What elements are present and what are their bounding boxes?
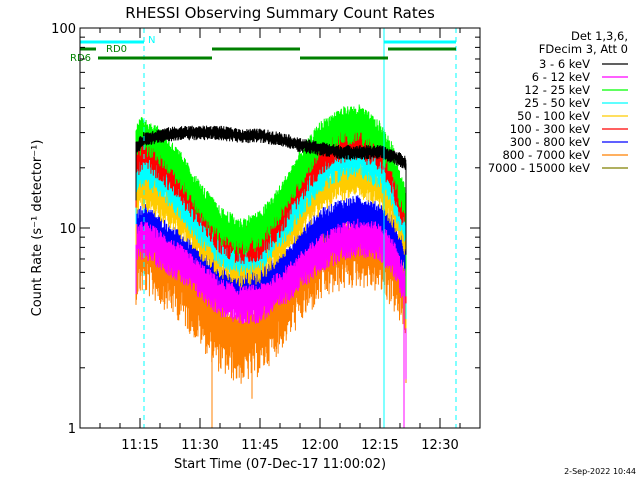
legend-entry-label: 12 - 25 keV — [524, 83, 590, 97]
y-axis-label: Count Rate (s⁻¹ detector⁻¹) — [30, 140, 45, 317]
legend-entry: 12 - 25 keV — [524, 83, 628, 97]
axes: 11:15 11:30 11:45 12:00 12:15 12:30 1 10 100 — [51, 22, 480, 453]
legend-entry-label: 300 - 800 keV — [510, 135, 590, 149]
legend-entry: 3 - 6 keV — [539, 57, 628, 71]
legend-entry-label: 100 - 300 keV — [510, 122, 590, 136]
legend-entry: 50 - 100 keV — [517, 109, 628, 123]
y-tick-label: 10 — [59, 222, 76, 237]
series-trace — [135, 125, 407, 170]
x-tick-label: 11:45 — [241, 438, 278, 453]
legend-entry: 100 - 300 keV — [510, 122, 628, 136]
x-tick-label: 12:15 — [361, 438, 398, 453]
x-tick-label: 12:00 — [301, 438, 338, 453]
legend-header-line-1: Det 1,3,6, — [571, 29, 628, 43]
y-tick-label: 100 — [51, 22, 76, 37]
series-trace — [135, 218, 407, 324]
legend-entry: 800 - 7000 keV — [502, 148, 628, 162]
state-bar-label: N — [148, 35, 155, 46]
plot-timestamp: 2-Sep-2022 10:44 — [564, 467, 636, 476]
legend-entry-label: 3 - 6 keV — [539, 57, 590, 71]
state-bar-label: RD0 — [106, 44, 127, 55]
data-traces — [135, 104, 407, 428]
legend-entry: 7000 - 15000 keV — [488, 161, 628, 175]
chart-title: RHESSI Observing Summary Count Rates — [125, 4, 435, 22]
series-3-6kev — [135, 125, 407, 255]
x-tick-label: 12:30 — [421, 438, 458, 453]
series-trace — [135, 104, 407, 256]
legend-entry: 300 - 800 keV — [510, 135, 628, 149]
y-tick-label: 1 — [68, 422, 76, 437]
legend-entry-label: 25 - 50 keV — [524, 96, 590, 110]
legend-entry-label: 7000 - 15000 keV — [488, 161, 590, 175]
legend-entry-label: 50 - 100 keV — [517, 109, 590, 123]
x-axis-label: Start Time (07-Dec-17 11:00:02) — [174, 457, 386, 472]
legend-entry: 25 - 50 keV — [524, 96, 628, 110]
x-tick-label: 11:30 — [181, 438, 218, 453]
legend-entry-label: 6 - 12 keV — [532, 70, 590, 84]
legend-header-line-2: FDecim 3, Att 0 — [539, 42, 628, 56]
state-bar-n: N — [80, 35, 456, 46]
legend-entry: 6 - 12 keV — [532, 70, 628, 84]
legend-entry-label: 800 - 7000 keV — [502, 148, 590, 162]
state-bar-rd0: RD0 — [80, 44, 456, 55]
x-tick-label: 11:15 — [121, 438, 158, 453]
